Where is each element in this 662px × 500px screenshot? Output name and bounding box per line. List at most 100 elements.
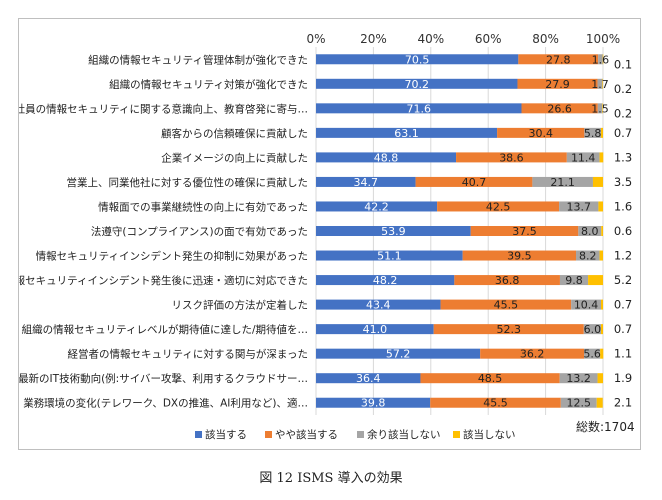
bar-segment-4 [599, 250, 603, 261]
category-label: 情報面での事業継続性の向上に有効であった [98, 200, 308, 213]
segment-value-label: 9.8 [565, 274, 583, 287]
figure-caption: 図 12 ISMS 導入の効果 [259, 471, 403, 486]
remainder-value-label: 3.5 [614, 175, 632, 189]
remainder-value-label: 1.3 [614, 150, 632, 164]
segment-value-label: 12.5 [566, 397, 591, 410]
remainder-value-label: 2.1 [614, 396, 632, 410]
segment-value-label: 1.6 [592, 53, 610, 66]
x-tick-label: 100% [586, 32, 620, 46]
bar-segment-1 [316, 103, 522, 114]
bar-segment-3 [560, 397, 597, 408]
bar-segment-3 [571, 299, 601, 310]
category-label: 法遵守(コンプライアンス)の面で有効であった [91, 225, 308, 238]
segment-value-label: 48.8 [374, 151, 399, 164]
segment-value-label: 8.0 [581, 225, 599, 238]
segment-value-label: 57.2 [386, 348, 411, 361]
remainder-value-label: 0.2 [614, 106, 632, 120]
remainder-value-label: 0.7 [614, 322, 632, 336]
segment-value-label: 45.5 [483, 397, 508, 410]
remainder-labels: 0.1 0.2 0.2 0.7 1.3 3.5 1.6 0.6 1.2 5.2 0.7 0.7 1.1 1… [614, 57, 632, 409]
bar-segment-3 [584, 127, 601, 138]
legend-swatch [453, 431, 460, 438]
bar-segment-2 [415, 176, 533, 187]
segment-value-label: 48.2 [373, 274, 398, 287]
segment-value-label: 27.9 [545, 78, 570, 91]
bar-segment-4 [602, 78, 604, 89]
bar-segment-1 [316, 373, 421, 384]
bar-segment-3 [532, 176, 593, 187]
category-label: リスク評価の方法が定着した [172, 299, 309, 312]
segment-value-label: 70.5 [405, 53, 430, 66]
stacked-bar-chart: 0% 20% 40% 60% 80% 100% 組織の情報セキュリティ管理体制が強化できた… [19, 32, 635, 441]
segment-value-label: 37.5 [512, 225, 537, 238]
bar-segment-2 [521, 103, 598, 114]
legend: 該当する やや該当する 余り該当しない 該当しない [195, 428, 516, 441]
segment-value-label: 34.7 [354, 176, 379, 189]
segment-value-label: 13.7 [566, 200, 591, 213]
bar-segment-2 [440, 299, 572, 310]
bar-segment-1 [316, 127, 498, 138]
bar-segment-2 [437, 201, 560, 212]
chart-frame: 0% 20% 40% 60% 80% 100% 組織の情報セキュリティ管理体制が強化できた… [18, 18, 641, 450]
segment-value-label: 45.5 [494, 299, 518, 312]
category-label: 情報セキュリティインシデント発生後に迅速・適切に対応できた [19, 274, 308, 287]
category-label: 組織の情報セキュリティ管理体制が強化できた [88, 53, 308, 66]
category-label: 営業上、同業他社に対する優位性の確保に貢献した [67, 176, 309, 189]
segment-value-label: 1.7 [591, 78, 609, 91]
bar-segment-4 [600, 299, 603, 310]
segment-value-label: 39.8 [361, 397, 386, 410]
segment-value-label: 13.2 [566, 372, 591, 385]
segment-value-label: 27.8 [546, 53, 571, 66]
category-label: 業務環境の変化(テレワーク、DXの推進、AI利用など)、適… [23, 397, 308, 410]
bar-segment-1 [316, 78, 518, 89]
segment-value-label: 42.5 [486, 200, 511, 213]
bar-segments [316, 54, 604, 408]
segment-value-label: 39.5 [507, 250, 532, 263]
remainder-value-label: 0.1 [614, 57, 632, 71]
bar-segment-2 [480, 348, 585, 359]
x-tick-label: 40% [417, 32, 444, 46]
segment-value-label: 8.2 [579, 250, 597, 263]
category-label: 組織の情報セキュリティレベルが期待値に達した/期待値を… [22, 323, 308, 336]
bar-segment-4 [602, 103, 603, 114]
remainder-value-label: 1.2 [614, 249, 632, 263]
bar-segment-2 [518, 54, 599, 65]
bar-segment-2 [462, 250, 577, 261]
bar-segment-4 [599, 152, 604, 163]
bar-segment-4 [602, 54, 604, 65]
x-tick-label: 60% [475, 32, 502, 46]
bar-segment-3 [566, 152, 600, 163]
legend-swatch [357, 431, 364, 438]
bar-segment-1 [316, 250, 463, 261]
bar-segment-4 [596, 397, 603, 408]
remainder-value-label: 0.6 [614, 224, 632, 238]
bar-segment-3 [584, 348, 601, 359]
segment-value-label: 36.8 [495, 274, 520, 287]
segment-value-label: 71.6 [406, 102, 431, 115]
remainder-value-label: 5.2 [614, 273, 632, 287]
bar-segment-4 [600, 348, 604, 359]
bar-segment-4 [600, 127, 603, 138]
bar-segment-3 [578, 226, 602, 236]
bar-segment-3 [597, 78, 603, 89]
bar-segment-3 [583, 324, 601, 335]
bar-segment-2 [430, 397, 561, 408]
bar-segment-3 [559, 373, 598, 384]
legend-label: 余り該当しない [367, 428, 441, 441]
segment-value-label: 52.3 [496, 323, 521, 336]
remainder-value-label: 0.2 [614, 82, 632, 96]
segment-value-label: 63.1 [394, 127, 419, 140]
x-tick-label: 0% [306, 32, 325, 46]
segment-value-label: 36.4 [356, 372, 381, 385]
legend-swatch [195, 431, 202, 438]
x-tick-label: 20% [360, 32, 387, 46]
category-label: 経営者の情報セキュリティに対する関与が深まった [68, 348, 308, 361]
segment-value-label: 70.2 [404, 78, 429, 91]
legend-label: やや該当する [275, 428, 338, 441]
bar-segment-3 [559, 201, 599, 212]
remainder-value-label: 0.7 [614, 298, 632, 312]
bar-segment-1 [316, 348, 481, 359]
bar-segment-2 [517, 78, 598, 89]
segment-value-label: 30.4 [528, 127, 553, 140]
bar-segment-2 [497, 127, 585, 138]
